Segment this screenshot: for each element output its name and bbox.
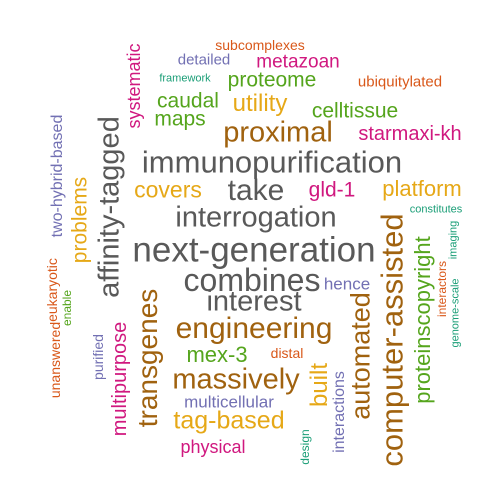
word-genome-scale: genome-scale [449,278,462,348]
word-combines: combines [183,262,321,298]
word-interactors: interactors [435,260,449,318]
word-gld-1: gld-1 [308,178,356,202]
word-covers: covers [134,176,202,203]
word-tag-based: tag-based [173,406,285,435]
word-proteinscopyright: proteinscopyright [410,236,435,404]
word-ubiquitylated: ubiquitylated [357,73,443,91]
word-enable: enable [60,289,74,327]
word-unanswered: unanswered [47,321,63,399]
word-take: take [227,174,285,207]
word-utility: utility [232,90,288,117]
word-constitutes: constitutes [409,203,463,216]
word-immunopurification: immunopurification [141,144,403,180]
word-built: built [306,362,333,408]
word-interest: interest [206,285,302,318]
word-next-generation: next-generation [132,230,376,270]
word-metazoan: metazoan [256,51,340,73]
word-framework: framework [159,72,211,85]
word-celltissue: celltissue [311,99,399,123]
word-imaging: imaging [447,220,460,260]
word-maps: maps [154,107,206,131]
word-computer-assisted: computer-assisted [374,213,410,467]
word-distal: distal [270,345,304,361]
word-eukaryotic: eukaryotic [44,258,60,322]
word-design: design [298,429,312,465]
word-massively: massively [172,363,300,396]
word-proteome: proteome [227,68,317,92]
word-automated: automated [345,292,376,420]
word-engineering: engineering [175,312,333,345]
word-multicellular: multicellular [184,392,274,412]
word-starmaxi-kh: starmaxi-kh [358,123,462,145]
word-two-hybrid-based: two-hybrid-based [49,114,66,238]
word-physical: physical [180,437,246,457]
word-detailed: detailed [177,51,231,69]
word-affinity-tagged: affinity-tagged [93,116,126,298]
word-mex-3: mex-3 [186,342,248,367]
word-purified: purified [90,334,106,380]
word-multipurpose: multipurpose [109,321,131,437]
word-transgenes: transgenes [132,288,163,428]
word-caudal: caudal [157,89,219,113]
word-proximal: proximal [223,116,333,149]
word-platform: platform [382,176,462,201]
word-subcomplexes: subcomplexes [215,37,305,53]
word-systematic: systematic [124,43,144,129]
word-interrogation: interrogation [175,201,337,234]
word-problems: problems [68,176,92,264]
word-hence: hence [323,274,371,294]
